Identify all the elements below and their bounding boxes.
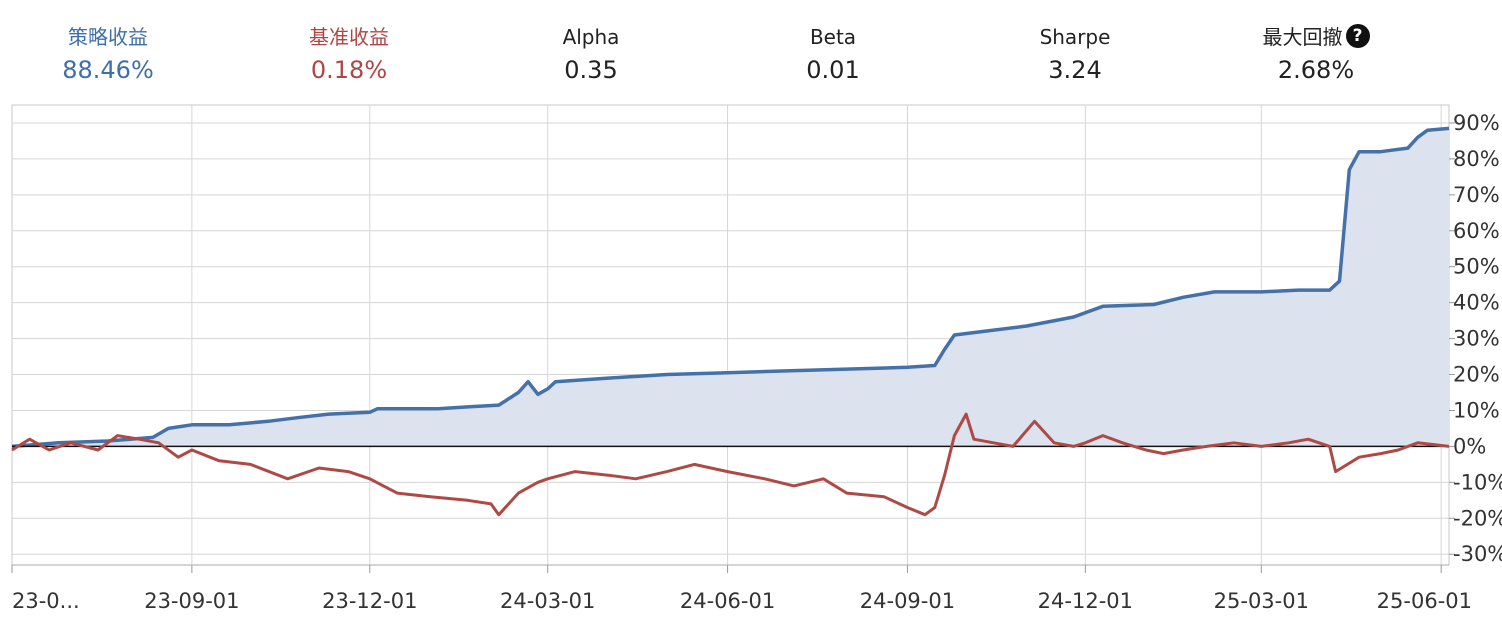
y-tick-label: 50%	[1453, 255, 1500, 279]
stat-label: Beta	[809, 25, 857, 49]
y-tick-label: 10%	[1453, 398, 1500, 422]
x-tick-label: 23-09-01	[144, 589, 239, 613]
strategy-line	[11, 126, 1450, 449]
x-tick-label: 24-03-01	[500, 589, 595, 613]
x-tick-label: 24-06-01	[680, 589, 775, 613]
stat-value: 88.46%	[62, 56, 154, 84]
stat-value: 2.68%	[1277, 56, 1355, 84]
stat-value: 0.35	[564, 56, 618, 84]
x-tick-label: 24-09-01	[860, 589, 955, 613]
stat-max-drawdown: 最大回撤? 2.68%	[1216, 22, 1416, 86]
x-tick-label: 25-06-01	[1377, 589, 1472, 613]
y-tick-label: -30%	[1453, 542, 1502, 566]
chart-axes: 90% 80% 70% 60% 50% 40% 30% 20% 10% 0% -10% -20% -30…	[11, 111, 1502, 613]
y-tick-label: 60%	[1453, 219, 1500, 243]
y-tick-label: 20%	[1453, 363, 1500, 387]
benchmark-line	[11, 412, 1450, 517]
stat-beta: Beta 0.01	[733, 22, 933, 86]
x-tick-label: 24-12-01	[1038, 589, 1133, 613]
stat-benchmark-return: 基准收益 0.18%	[249, 22, 449, 86]
stat-value: 3.24	[1048, 56, 1102, 84]
y-tick-label: 70%	[1453, 183, 1500, 207]
y-tick-label: 30%	[1453, 327, 1500, 351]
y-tick-label: -10%	[1453, 470, 1502, 494]
returns-chart: 90% 80% 70% 60% 50% 40% 30% 20% 10% 0% -10% -20% -30…	[11, 104, 1502, 613]
stat-sharpe: Sharpe 3.24	[975, 22, 1175, 86]
stat-label: Sharpe	[1039, 25, 1111, 49]
stat-value: 0.18%	[310, 56, 388, 84]
stat-strategy-return: 策略收益 88.46%	[8, 22, 208, 86]
y-tick-label: 80%	[1453, 147, 1500, 171]
x-tick-label: 23-0...	[12, 589, 80, 613]
stats-bar: 策略收益 88.46% 基准收益 0.18% Alpha 0.35 Beta 0…	[0, 0, 1502, 100]
strategy-area	[12, 128, 1449, 447]
y-tick-label: 0%	[1453, 434, 1486, 458]
x-tick-label: 23-12-01	[322, 589, 417, 613]
x-tick-label: 25-03-01	[1214, 589, 1309, 613]
help-icon[interactable]: ?	[1345, 24, 1370, 48]
y-tick-label: 40%	[1453, 291, 1500, 315]
y-tick-label: -20%	[1453, 506, 1502, 530]
y-tick-label: 90%	[1453, 111, 1500, 135]
stat-label: 基准收益	[309, 25, 389, 49]
chart-series	[11, 126, 1450, 517]
stat-alpha: Alpha 0.35	[491, 22, 691, 86]
stat-label: 最大回撤	[1262, 25, 1343, 49]
stat-label: 策略收益	[68, 25, 148, 49]
stat-label: Alpha	[562, 25, 620, 49]
stat-value: 0.01	[806, 56, 860, 84]
